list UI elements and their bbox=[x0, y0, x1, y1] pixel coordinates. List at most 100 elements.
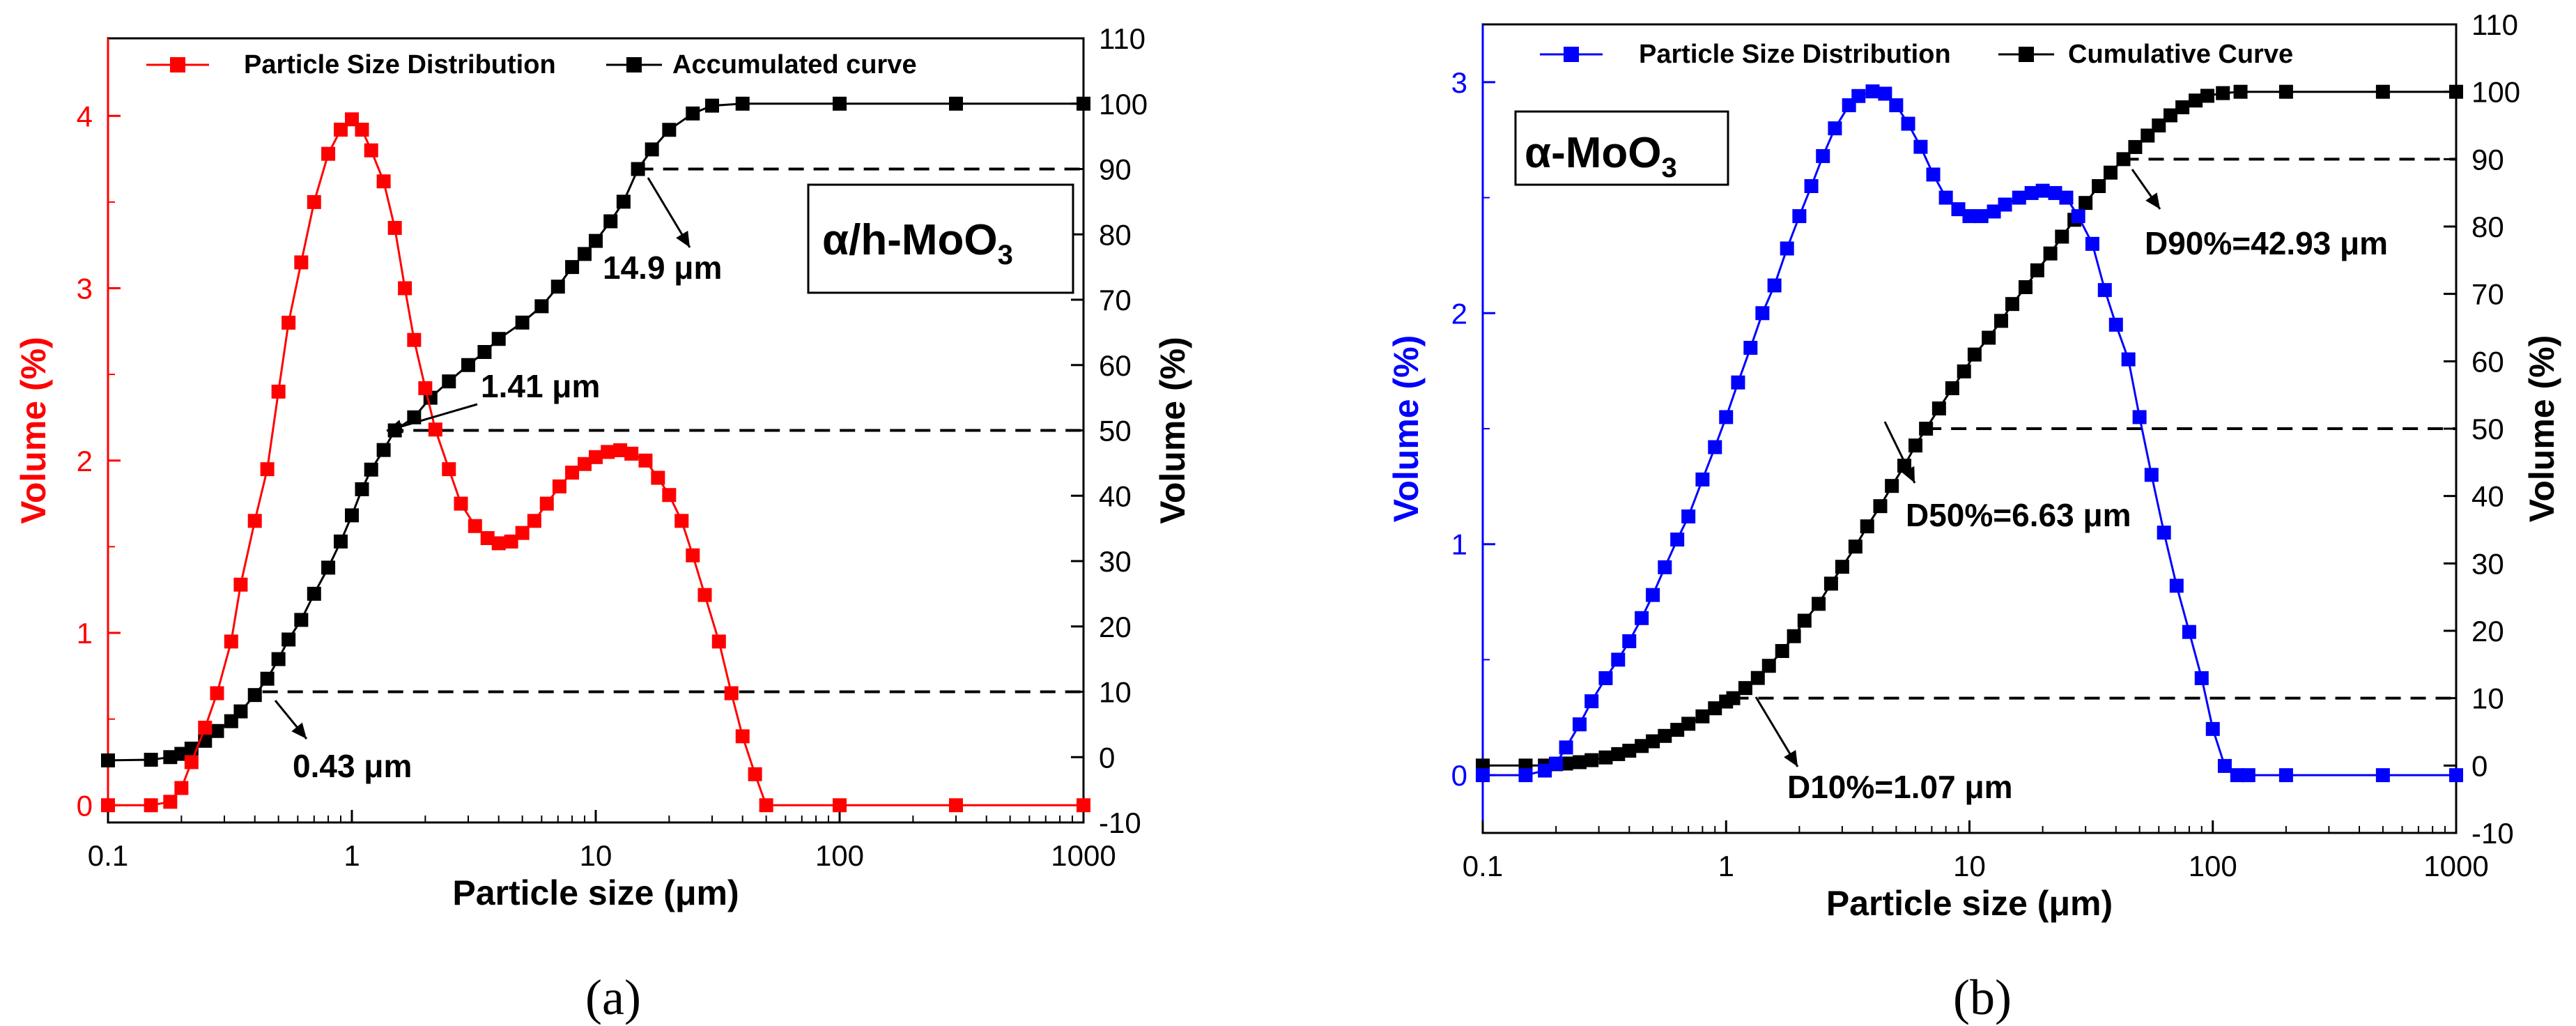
cumulative-point bbox=[1761, 659, 1776, 673]
y-right-tick-label: -10 bbox=[2471, 817, 2514, 850]
cumulative-point bbox=[1823, 576, 1838, 591]
distribution-point bbox=[376, 174, 391, 189]
distribution-point bbox=[589, 450, 603, 464]
cumulative-point bbox=[948, 96, 963, 111]
cumulative-point bbox=[2116, 152, 2131, 167]
x-tick-label: 100 bbox=[815, 839, 864, 872]
y-left-tick-label: 4 bbox=[77, 100, 93, 132]
cumulative-point bbox=[686, 106, 700, 121]
distribution-point bbox=[224, 634, 238, 649]
cumulative-point bbox=[1775, 644, 1789, 658]
distribution-point bbox=[1767, 278, 1782, 293]
cumulative-point bbox=[645, 142, 659, 157]
annotation-arrowhead bbox=[1902, 466, 1915, 483]
distribution-point bbox=[1926, 167, 1941, 182]
y-right-tick-label: 110 bbox=[1099, 22, 1146, 55]
distribution-point bbox=[2449, 768, 2463, 783]
cumulative-point bbox=[1848, 539, 1862, 554]
distribution-point bbox=[2121, 352, 2136, 367]
cumulative-point bbox=[2005, 297, 2019, 312]
sample-label: α-MoO3 bbox=[1525, 129, 1677, 183]
distribution-point bbox=[387, 220, 402, 235]
distribution-point bbox=[1584, 694, 1599, 709]
x-tick-label: 10 bbox=[580, 839, 612, 872]
distribution-point bbox=[271, 384, 286, 399]
distribution-point bbox=[2157, 526, 2171, 540]
x-tick-label: 1 bbox=[344, 839, 360, 872]
cumulative-point bbox=[1994, 314, 2009, 328]
y-left-axis-title: Volume (%) bbox=[14, 337, 53, 524]
distribution-point bbox=[184, 755, 199, 770]
distribution-point bbox=[1804, 179, 1819, 193]
distribution-point bbox=[174, 781, 189, 795]
cumulative-point bbox=[2141, 128, 2155, 143]
distribution-point bbox=[1538, 763, 1552, 778]
cumulative-point bbox=[491, 332, 506, 346]
distribution-point bbox=[307, 194, 321, 209]
cumulative-point bbox=[1681, 717, 1696, 731]
y-right-tick-label: 0 bbox=[2471, 749, 2488, 782]
distribution-point bbox=[724, 686, 739, 700]
cumulative-point bbox=[271, 652, 286, 666]
cumulative-point bbox=[233, 704, 248, 719]
distribution-point bbox=[1865, 84, 1880, 99]
cumulative-point bbox=[1908, 438, 1923, 453]
cumulative-point bbox=[1584, 753, 1599, 767]
y-right-tick-label: 110 bbox=[2471, 8, 2518, 41]
distribution-point bbox=[1816, 148, 1830, 163]
distribution-point bbox=[638, 453, 653, 468]
y-right-tick-label: 50 bbox=[2471, 413, 2504, 445]
distribution-point bbox=[1743, 341, 1758, 355]
distribution-point bbox=[2108, 317, 2123, 332]
distribution-point bbox=[398, 281, 412, 296]
distribution-point bbox=[1635, 611, 1649, 625]
sample-label-subscript: 3 bbox=[1662, 153, 1677, 183]
cumulative-point bbox=[307, 586, 321, 601]
distribution-point bbox=[454, 496, 468, 511]
cumulative-point bbox=[1635, 739, 1649, 753]
x-tick-label: 10 bbox=[1953, 850, 1986, 882]
y-left-tick-label: 2 bbox=[1451, 297, 1467, 330]
distribution-point bbox=[1998, 197, 2012, 212]
cumulative-point bbox=[1695, 709, 1710, 723]
cumulative-point bbox=[2018, 280, 2033, 294]
y-right-tick-label: 40 bbox=[1099, 480, 1132, 512]
distribution-point bbox=[1695, 472, 1710, 487]
cumulative-point bbox=[2233, 84, 2248, 99]
cumulative-point bbox=[550, 280, 565, 294]
x-tick-label: 1 bbox=[1718, 850, 1734, 882]
distribution-point bbox=[1658, 560, 1672, 574]
cumulative-point bbox=[1860, 519, 1874, 534]
distribution-point bbox=[1755, 306, 1770, 321]
distribution-point bbox=[2169, 579, 2184, 593]
cumulative-point bbox=[1622, 744, 1637, 758]
x-axis-title: Particle size (μm) bbox=[1826, 884, 2113, 923]
cumulative-point bbox=[2078, 196, 2093, 210]
y-right-tick-label: 10 bbox=[2471, 682, 2504, 715]
distribution-point bbox=[1851, 89, 1866, 103]
y-right-tick-label: 70 bbox=[2471, 278, 2504, 311]
annotation-arrowhead bbox=[676, 230, 690, 247]
distribution-point bbox=[601, 445, 615, 459]
cumulative-point bbox=[1967, 347, 1982, 362]
x-tick-label: 0.1 bbox=[88, 839, 128, 872]
cumulative-point bbox=[294, 613, 309, 627]
y-right-tick-label: 60 bbox=[1099, 349, 1132, 382]
distribution-point bbox=[2217, 758, 2232, 773]
cumulative-point bbox=[281, 632, 296, 647]
y-right-tick-label: 80 bbox=[1099, 218, 1132, 251]
cumulative-point bbox=[1873, 499, 1888, 514]
distribution-point bbox=[1974, 209, 1989, 224]
distribution-point bbox=[1598, 671, 1613, 685]
distribution-point bbox=[565, 466, 580, 480]
distribution-point bbox=[948, 798, 963, 813]
panel-caption: (a) bbox=[585, 970, 641, 1025]
cumulative-point bbox=[2278, 84, 2293, 99]
cumulative-point bbox=[603, 214, 618, 229]
distribution-point bbox=[674, 514, 689, 528]
legend-swatch-marker bbox=[2019, 47, 2034, 62]
distribution-point bbox=[613, 443, 628, 457]
distribution-point bbox=[198, 721, 213, 735]
distribution-point bbox=[577, 457, 592, 471]
